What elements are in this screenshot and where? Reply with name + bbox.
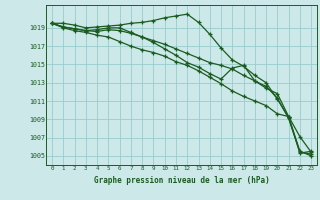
X-axis label: Graphe pression niveau de la mer (hPa): Graphe pression niveau de la mer (hPa) <box>94 176 269 185</box>
